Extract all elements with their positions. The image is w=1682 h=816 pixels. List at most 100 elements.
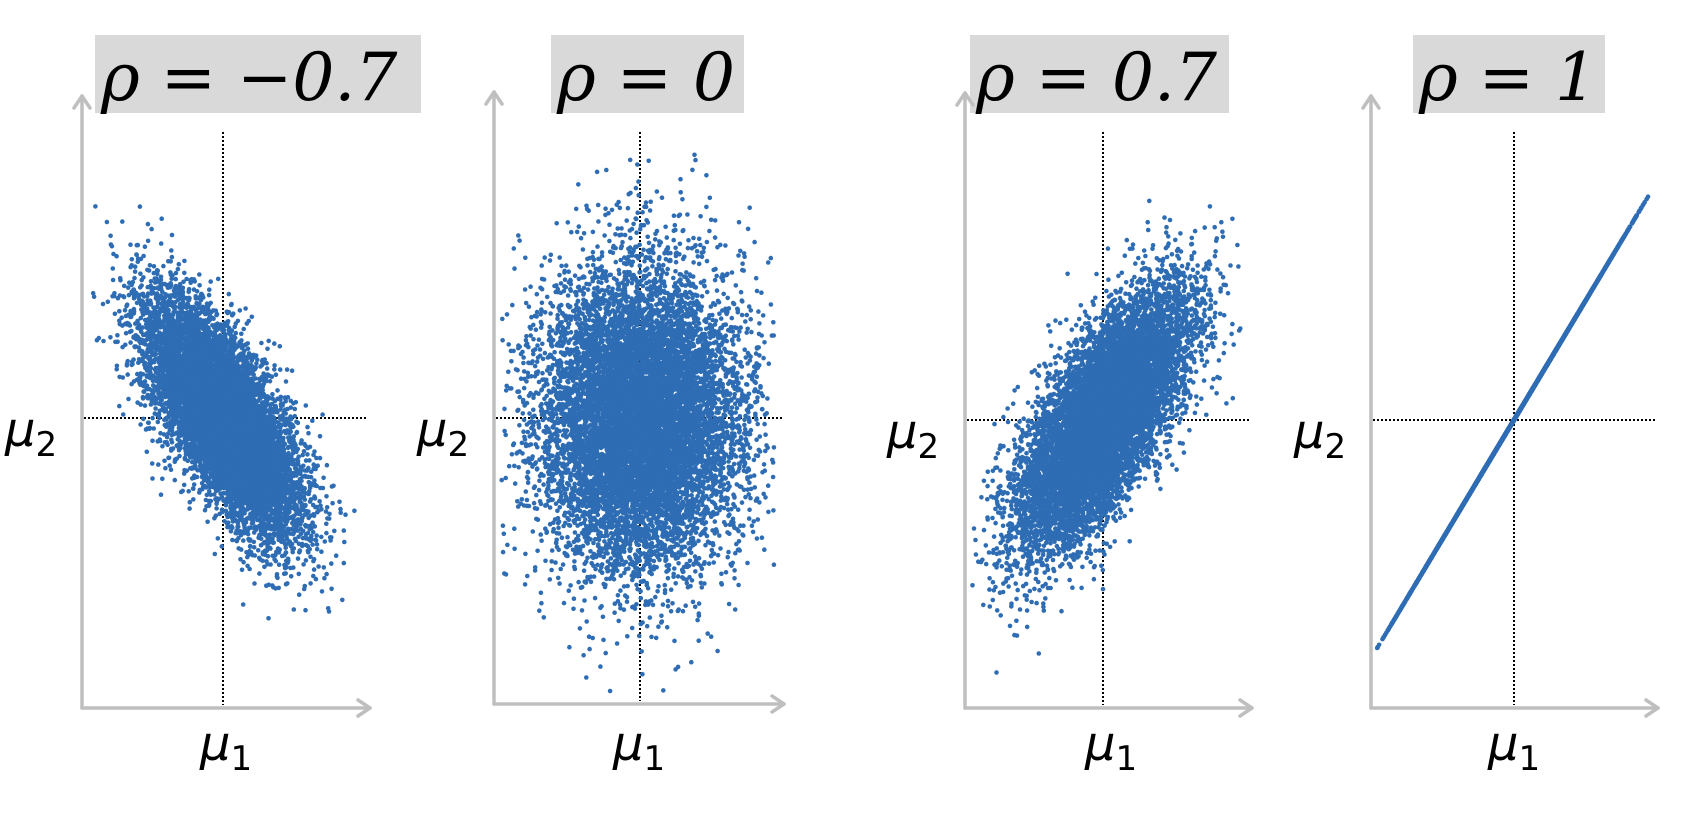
scatter-point: [292, 413, 298, 419]
scatter-point: [319, 589, 325, 594]
scatter-point: [279, 553, 285, 559]
scatter-point: [219, 544, 225, 549]
scatter-point: [100, 301, 106, 307]
scatter-point: [252, 581, 257, 586]
scatter-point: [322, 575, 327, 581]
scatter-point: [121, 283, 127, 289]
scatter-point: [272, 367, 277, 372]
scatter-point: [122, 308, 128, 313]
scatter-point: [197, 283, 202, 288]
scatter-point: [249, 314, 255, 320]
scatter-point: [215, 276, 221, 282]
scatter-point: [321, 565, 327, 570]
scatter-point: [308, 469, 314, 475]
scatter-point: [142, 244, 148, 249]
scatter-point: [150, 415, 155, 421]
scatter-point: [337, 499, 342, 505]
scatter-point: [169, 248, 174, 253]
scatter-point: [340, 597, 345, 603]
scatter-point: [275, 388, 280, 393]
scatter-point: [90, 290, 96, 296]
scatter-point: [324, 571, 329, 577]
panel-title: ρ = −0.7: [100, 39, 397, 116]
scatter-point: [115, 333, 120, 338]
scatter-point: [303, 607, 308, 613]
scatter-point: [273, 372, 279, 378]
scatter-point: [262, 564, 267, 570]
scatter-point: [311, 558, 316, 564]
scatter-point: [225, 310, 230, 316]
scatter-point: [150, 438, 155, 444]
axes: [72, 94, 372, 718]
scatter-point: [277, 367, 283, 372]
scatter-point: [291, 607, 297, 612]
scatter-point: [329, 561, 334, 566]
scatter-point: [182, 258, 187, 264]
scatter-point: [178, 489, 184, 495]
scatter-point: [268, 562, 273, 567]
scatter-point: [297, 476, 303, 482]
scatter-point: [254, 361, 259, 366]
scatter-point: [156, 462, 161, 467]
scatter-point: [241, 326, 246, 332]
scatter-point: [154, 268, 160, 273]
scatter-point: [128, 242, 133, 247]
scatter-point: [239, 338, 244, 343]
scatter-point: [140, 394, 146, 400]
title-background: [95, 35, 421, 113]
scatter-point: [233, 321, 239, 326]
scatter-point: [305, 452, 310, 457]
scatter-point: [123, 330, 129, 336]
scatter-point: [237, 308, 243, 313]
scatter-point: [317, 455, 323, 461]
scatter-point: [123, 313, 129, 319]
scatter-point: [288, 574, 294, 579]
scatter-point: [301, 562, 306, 567]
scatter-point: [330, 500, 335, 506]
scatter-point: [108, 233, 113, 239]
scatter-point: [326, 516, 332, 521]
scatter-point: [243, 306, 248, 311]
scatter-point: [321, 475, 326, 481]
scatter-point: [324, 505, 330, 510]
scatter-point: [208, 279, 213, 284]
scatter-point: [241, 538, 246, 543]
scatter-point: [158, 492, 164, 498]
scatter-point: [306, 430, 311, 436]
scatter-point: [138, 422, 143, 427]
scatter-point: [319, 549, 324, 554]
x-axis-arrow: [356, 698, 372, 718]
scatter-point: [285, 581, 290, 586]
scatter-point: [311, 567, 317, 572]
scatter-point: [251, 539, 257, 545]
scatter-point: [343, 512, 348, 517]
scatter-point: [283, 550, 289, 555]
scatter-point: [230, 537, 235, 543]
scatter-point: [292, 406, 298, 412]
scatter-point: [158, 277, 164, 283]
scatter-point: [212, 551, 218, 557]
scatter-point: [228, 529, 234, 534]
scatter-point: [142, 403, 148, 408]
scatter-point: [131, 311, 136, 316]
scatter-point: [151, 264, 157, 269]
scatter-point: [296, 592, 302, 597]
scatter-point: [303, 403, 309, 408]
scatter-point: [266, 616, 271, 621]
scatter-point: [137, 204, 143, 209]
scatter-point: [175, 266, 181, 272]
scatter-point: [134, 252, 139, 257]
scatter-point: [169, 254, 175, 260]
scatter-point: [324, 462, 330, 468]
scatter-point: [296, 571, 302, 577]
scatter-point: [327, 511, 332, 517]
scatter-point: [110, 266, 116, 271]
scatter-point: [114, 363, 120, 369]
scatter-point: [311, 573, 316, 579]
scatter-point: [141, 416, 146, 422]
scatter-point: [146, 420, 151, 426]
scatter-point: [333, 553, 339, 558]
scatter-point: [272, 363, 277, 368]
